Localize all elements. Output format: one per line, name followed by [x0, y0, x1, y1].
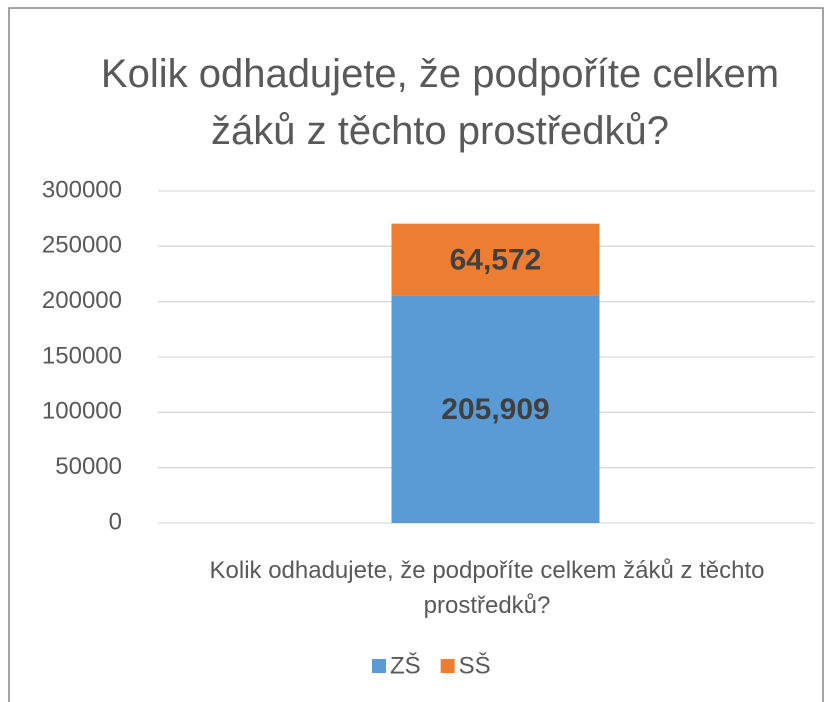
y-tick-label: 250000	[42, 232, 122, 259]
bar-segment	[391, 223, 600, 296]
y-tick-label: 150000	[42, 342, 122, 369]
y-tick-label: 100000	[42, 398, 122, 425]
chart-title: Kolik odhadujete, že podpoříte celkem žá…	[100, 52, 780, 153]
x-tick-label: Kolik odhadujete, že podpoříte celkem žá…	[209, 557, 765, 619]
y-tick-label: 200000	[42, 287, 122, 314]
bar-segment	[391, 295, 600, 523]
legend-label: ZŠ	[390, 651, 421, 679]
data-label: 64,572	[450, 243, 542, 276]
y-tick-label: 300000	[42, 176, 122, 203]
legend-swatch	[372, 659, 386, 673]
legend-swatch	[440, 659, 455, 673]
data-label: 205,909	[441, 393, 549, 426]
legend-label: SŠ	[459, 651, 491, 679]
y-tick-label: 50000	[55, 453, 122, 480]
y-tick-label: 0	[109, 508, 122, 535]
chart-border	[8, 7, 824, 702]
